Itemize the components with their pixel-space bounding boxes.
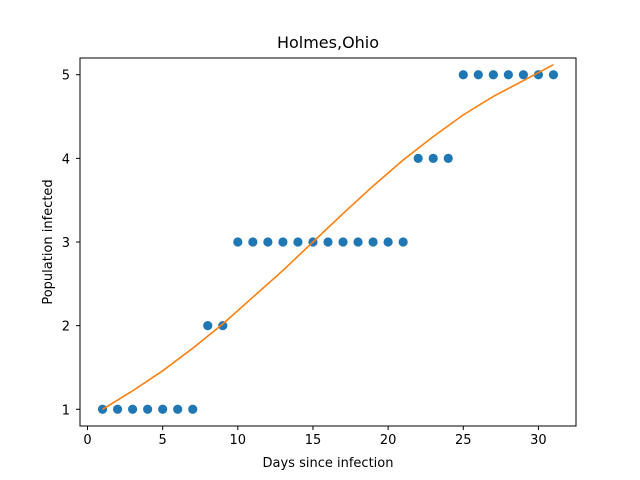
data-point bbox=[503, 70, 513, 80]
data-point bbox=[128, 404, 138, 414]
axes: 0 5 10 15 20 25 30 1 2 3 4 5 bbox=[62, 57, 577, 448]
y-tick-label: 1 bbox=[62, 403, 70, 418]
data-point bbox=[473, 70, 483, 80]
x-tick-label: 20 bbox=[380, 433, 397, 448]
data-point bbox=[173, 404, 183, 414]
data-point bbox=[383, 237, 393, 247]
data-point bbox=[518, 70, 528, 80]
y-tick-label: 4 bbox=[62, 152, 70, 167]
y-axis-label: Population infected bbox=[41, 179, 56, 304]
data-point bbox=[278, 237, 288, 247]
data-point bbox=[112, 404, 123, 414]
data-point bbox=[338, 237, 348, 247]
data-point bbox=[158, 404, 168, 414]
x-axis-label: Days since infection bbox=[263, 456, 394, 471]
data-point bbox=[413, 153, 423, 163]
y-tick-label: 2 bbox=[62, 320, 70, 335]
data-point bbox=[533, 70, 544, 80]
data-point bbox=[488, 70, 498, 80]
y-tick-label: 5 bbox=[62, 69, 70, 84]
data-point bbox=[368, 237, 378, 247]
data-point bbox=[248, 237, 258, 247]
data-point bbox=[203, 321, 213, 331]
data-point bbox=[97, 404, 108, 414]
x-tick-label: 5 bbox=[159, 433, 167, 448]
data-point bbox=[188, 404, 198, 414]
data-point bbox=[218, 321, 228, 331]
data-point bbox=[233, 237, 243, 247]
plot-area bbox=[97, 63, 559, 414]
chart-title: Holmes,Ohio bbox=[277, 33, 379, 52]
data-point bbox=[443, 153, 453, 163]
data-point bbox=[263, 237, 273, 247]
x-tick-label: 30 bbox=[530, 433, 547, 448]
data-point bbox=[323, 237, 333, 247]
data-point bbox=[458, 70, 468, 80]
data-point bbox=[428, 153, 438, 163]
data-point bbox=[548, 70, 559, 80]
fit-line bbox=[102, 63, 554, 410]
x-tick-label: 25 bbox=[455, 433, 472, 448]
x-tick-label: 15 bbox=[305, 433, 322, 448]
x-tick-label: 0 bbox=[83, 433, 91, 448]
data-point bbox=[293, 237, 303, 247]
x-tick-label: 10 bbox=[230, 433, 247, 448]
data-point bbox=[398, 237, 408, 247]
y-tick-label: 3 bbox=[62, 236, 70, 251]
data-point bbox=[143, 404, 153, 414]
data-point bbox=[353, 237, 363, 247]
